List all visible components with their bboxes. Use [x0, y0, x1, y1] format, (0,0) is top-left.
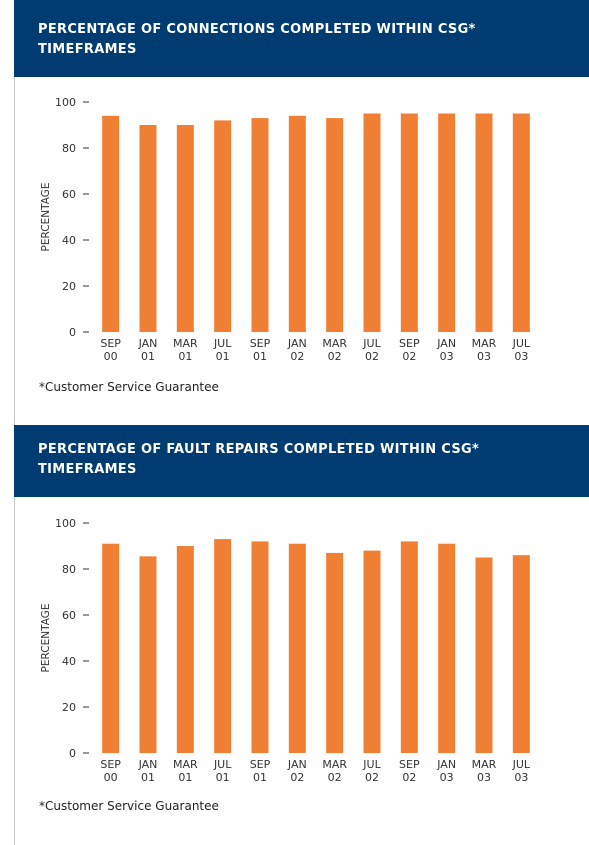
x-tick-label: 03 [514, 350, 528, 363]
x-tick-label: MAR [322, 337, 347, 350]
x-tick-label: JAN [287, 337, 307, 350]
x-tick-label: JAN [287, 758, 307, 771]
bar [326, 118, 344, 332]
bar [139, 125, 157, 332]
bar [363, 113, 381, 332]
bar [251, 541, 269, 753]
bar [438, 113, 456, 332]
y-tick-label: 0 [69, 747, 76, 760]
bar [288, 543, 306, 753]
bar [176, 546, 194, 753]
x-tick-label: 02 [290, 771, 304, 784]
x-tick-label: JAN [138, 337, 158, 350]
x-tick-label: 03 [440, 350, 454, 363]
y-axis-label: PERCENTAGE [40, 183, 52, 252]
y-tick-label: 20 [62, 701, 76, 714]
x-tick-label: SEP [100, 337, 121, 350]
footnote: *Customer Service Guarantee [39, 380, 219, 394]
x-tick-label: JUL [512, 758, 531, 771]
bar [512, 555, 530, 753]
x-tick-label: MAR [472, 337, 497, 350]
x-tick-label: 02 [365, 771, 379, 784]
bar [400, 541, 418, 753]
bar [139, 556, 157, 753]
x-tick-label: 03 [440, 771, 454, 784]
x-tick-label: 01 [178, 771, 192, 784]
y-axis-label: PERCENTAGE [40, 604, 52, 673]
bar [288, 115, 306, 332]
x-tick-label: 03 [477, 350, 491, 363]
x-tick-label: SEP [399, 337, 420, 350]
header-band [14, 425, 589, 497]
y-tick-label: 40 [62, 234, 76, 247]
bar [214, 539, 232, 753]
y-tick-label: 80 [62, 142, 76, 155]
x-tick-label: 02 [402, 771, 416, 784]
x-tick-label: 00 [104, 350, 118, 363]
chart-title: PERCENTAGE OF FAULT REPAIRS COMPLETED WI… [38, 442, 479, 457]
x-tick-label: 03 [477, 771, 491, 784]
x-tick-label: SEP [399, 758, 420, 771]
x-tick-label: JUL [512, 337, 531, 350]
x-tick-label: 01 [253, 771, 267, 784]
y-tick-label: 80 [62, 563, 76, 576]
x-tick-label: JAN [436, 337, 456, 350]
x-tick-label: 00 [104, 771, 118, 784]
header-band [14, 0, 589, 77]
x-tick-label: 03 [514, 771, 528, 784]
chart-title: TIMEFRAMES [38, 462, 137, 477]
bar [102, 115, 120, 332]
y-tick-label: 100 [55, 96, 76, 109]
x-tick-label: 02 [402, 350, 416, 363]
bar [475, 113, 493, 332]
bar [512, 113, 530, 332]
chart-title: PERCENTAGE OF CONNECTIONS COMPLETED WITH… [38, 22, 476, 37]
x-tick-label: 01 [141, 350, 155, 363]
bar [214, 120, 232, 333]
x-tick-label: JUL [213, 758, 232, 771]
y-tick-label: 20 [62, 280, 76, 293]
x-tick-label: 01 [141, 771, 155, 784]
bar [400, 113, 418, 332]
x-tick-label: MAR [173, 758, 198, 771]
x-tick-label: 02 [290, 350, 304, 363]
x-tick-label: SEP [250, 337, 271, 350]
x-tick-label: JAN [436, 758, 456, 771]
x-tick-label: JAN [138, 758, 158, 771]
x-tick-label: 01 [253, 350, 267, 363]
x-tick-label: 02 [328, 350, 342, 363]
bar [363, 550, 381, 753]
x-tick-label: 01 [216, 350, 230, 363]
x-tick-label: 01 [216, 771, 230, 784]
x-tick-label: 02 [365, 350, 379, 363]
footnote: *Customer Service Guarantee [39, 799, 219, 813]
y-tick-label: 60 [62, 188, 76, 201]
x-tick-label: JUL [213, 337, 232, 350]
y-tick-label: 100 [55, 517, 76, 530]
bar [102, 543, 120, 753]
x-tick-label: MAR [173, 337, 198, 350]
x-tick-label: SEP [250, 758, 271, 771]
bar [438, 543, 456, 753]
x-tick-label: MAR [322, 758, 347, 771]
x-tick-label: SEP [100, 758, 121, 771]
y-tick-label: 0 [69, 326, 76, 339]
bar [326, 552, 344, 753]
bar [251, 118, 269, 332]
bar [176, 125, 194, 332]
x-tick-label: 02 [328, 771, 342, 784]
x-tick-label: JUL [362, 758, 381, 771]
x-tick-label: JUL [362, 337, 381, 350]
x-tick-label: 01 [178, 350, 192, 363]
y-tick-label: 40 [62, 655, 76, 668]
chart-title: TIMEFRAMES [38, 42, 137, 57]
x-tick-label: MAR [472, 758, 497, 771]
bar [475, 557, 493, 753]
y-tick-label: 60 [62, 609, 76, 622]
